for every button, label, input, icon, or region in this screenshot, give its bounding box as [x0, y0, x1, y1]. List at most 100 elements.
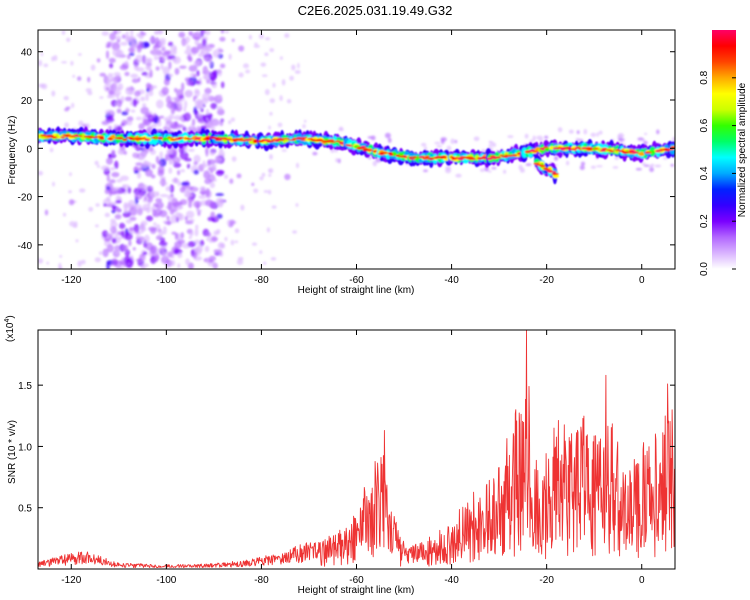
- noise-speckle: [187, 262, 194, 269]
- noise-speckle: [114, 160, 119, 169]
- noise-speckle: [166, 215, 170, 221]
- ridge-cell: [500, 156, 509, 158]
- ridge-cell: [46, 134, 54, 137]
- noise-speckle: [192, 186, 197, 193]
- noise-speckle: [168, 61, 172, 70]
- noise-speckle: [295, 162, 300, 169]
- y-tick-label: 20: [21, 96, 33, 107]
- noise-speckle: [133, 64, 139, 71]
- noise-speckle: [186, 79, 194, 86]
- noise-speckle: [339, 126, 343, 131]
- noise-speckle: [130, 30, 134, 37]
- noise-speckle: [121, 111, 129, 116]
- noise-speckle: [129, 52, 135, 56]
- noise-speckle: [266, 227, 270, 233]
- noise-speckle: [77, 76, 82, 81]
- noise-speckle: [188, 235, 192, 240]
- noise-speckle: [105, 236, 110, 240]
- noise-speckle: [79, 188, 86, 193]
- x-tick-label: -40: [444, 575, 459, 586]
- spectrogram-y-axis-title: Frequency (Hz): [7, 116, 18, 185]
- noise-speckle: [122, 211, 131, 218]
- noise-speckle: [166, 148, 173, 155]
- noise-speckle: [155, 201, 161, 205]
- colorbar-tick-label: 0.4: [699, 166, 710, 180]
- ridge-cell: [166, 137, 174, 139]
- noise-speckle: [101, 31, 110, 36]
- noise-speckle: [261, 172, 266, 177]
- noise-speckle: [198, 77, 202, 82]
- noise-speckle: [279, 95, 283, 102]
- noise-speckle: [220, 30, 225, 34]
- noise-speckle: [292, 230, 298, 234]
- noise-speckle: [525, 163, 532, 167]
- noise-speckle: [174, 232, 179, 239]
- ridge-cell: [593, 147, 599, 150]
- noise-speckle: [269, 98, 275, 104]
- noise-speckle: [590, 165, 597, 169]
- ridge-cell: [292, 137, 298, 140]
- noise-speckle: [216, 156, 222, 162]
- noise-speckle: [434, 141, 441, 145]
- noise-speckle: [123, 244, 129, 252]
- colorbar-tick-label: 0.8: [699, 70, 710, 84]
- noise-speckle: [194, 39, 200, 46]
- noise-speckle: [138, 33, 144, 40]
- noise-speckle: [203, 170, 211, 179]
- noise-speckle: [224, 236, 228, 242]
- colorbar-bar: [712, 30, 736, 269]
- noise-speckle: [208, 175, 216, 181]
- noise-speckle: [284, 173, 291, 181]
- ridge-cell: [194, 137, 202, 140]
- noise-speckle: [167, 251, 173, 258]
- noise-speckle: [124, 71, 130, 77]
- noise-speckle: [101, 120, 110, 126]
- noise-speckle: [193, 169, 199, 175]
- noise-speckle: [205, 148, 209, 157]
- noise-speckle: [185, 210, 195, 219]
- noise-speckle: [143, 118, 149, 125]
- noise-speckle: [641, 162, 646, 166]
- noise-speckle: [193, 73, 197, 78]
- ridge-cell: [428, 157, 434, 161]
- noise-speckle: [186, 45, 191, 51]
- ridge-cell: [60, 136, 66, 139]
- noise-speckle: [196, 70, 200, 77]
- noise-speckle: [544, 135, 549, 139]
- noise-speckle: [159, 158, 167, 167]
- noise-speckle: [164, 182, 168, 186]
- noise-speckle: [117, 148, 125, 155]
- noise-speckle: [104, 188, 111, 195]
- noise-speckle: [583, 128, 588, 135]
- ridge-cell: [419, 155, 425, 158]
- noise-speckle: [656, 129, 660, 135]
- noise-speckle: [491, 167, 497, 170]
- noise-speckle: [171, 199, 176, 203]
- noise-speckle: [193, 97, 196, 102]
- noise-speckle: [63, 96, 69, 101]
- noise-speckle: [231, 38, 235, 42]
- x-tick-label: -120: [61, 575, 81, 586]
- noise-speckle: [94, 257, 101, 263]
- noise-speckle: [168, 41, 174, 47]
- noise-speckle: [139, 164, 146, 169]
- noise-speckle: [62, 212, 67, 217]
- noise-speckle: [196, 244, 203, 253]
- ridge-cell: [253, 140, 258, 143]
- noise-speckle: [204, 87, 212, 94]
- noise-speckle: [384, 132, 391, 139]
- noise-speckle: [291, 64, 296, 71]
- noise-speckle: [219, 63, 226, 69]
- ridge-cell: [388, 153, 394, 156]
- noise-speckle: [279, 56, 283, 60]
- noise-speckle: [135, 116, 142, 121]
- noise-speckle: [159, 176, 166, 180]
- noise-speckle: [111, 205, 117, 209]
- noise-speckle: [177, 213, 185, 221]
- noise-speckle: [69, 172, 72, 177]
- noise-speckle: [138, 123, 145, 130]
- ridge-cell: [51, 136, 58, 139]
- noise-speckle: [105, 109, 114, 116]
- noise-speckle: [654, 164, 662, 168]
- noise-speckle: [200, 163, 208, 168]
